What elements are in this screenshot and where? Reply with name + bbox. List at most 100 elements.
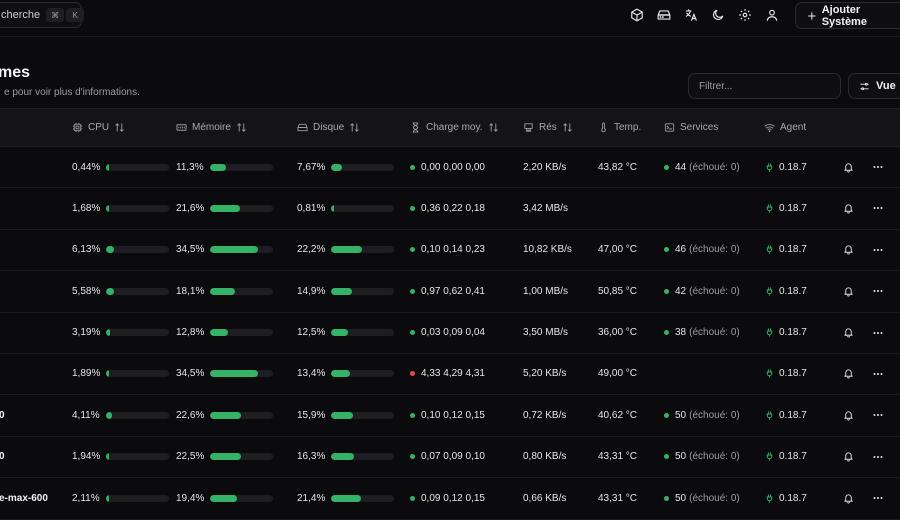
temp-value: 47,00 °C: [598, 244, 638, 256]
memory-value: 22,5%: [176, 451, 205, 463]
table-row[interactable]: 1,89% 34,5% 13,4% 4,33 4,29 4,31 5,20 KB…: [0, 354, 900, 396]
agent-version: 0.18.7: [779, 285, 807, 297]
agent-cell: 0.18.7: [765, 147, 807, 187]
more-horizontal-icon: [873, 331, 883, 334]
services-status-dot: [664, 288, 669, 294]
notifications-button[interactable]: [843, 478, 854, 518]
memory-value: 34,5%: [176, 244, 205, 256]
disk-cell: 7,67%: [297, 147, 394, 187]
agent-version: 0.18.7: [779, 202, 807, 214]
column-header-load[interactable]: Charge moy.: [410, 109, 499, 146]
column-label-agent: Agent: [780, 122, 807, 133]
cpu-bar-fill: [106, 287, 114, 295]
table-row[interactable]: 0 4,11% 22,6% 15,9% 0,10 0,12 0,15 0,72 …: [0, 395, 900, 437]
column-header-temp[interactable]: Temp.: [598, 109, 641, 146]
moon-icon[interactable]: [711, 8, 725, 22]
agent-version: 0.18.7: [779, 368, 807, 380]
memory-cell: 19,4%: [176, 478, 273, 518]
notifications-button[interactable]: [843, 395, 854, 435]
user-icon[interactable]: [765, 8, 779, 22]
memory-value: 21,6%: [176, 202, 205, 214]
plug-icon: [766, 286, 773, 296]
services-status-dot: [664, 247, 669, 253]
bell-icon: [844, 494, 853, 504]
notifications-button[interactable]: [843, 147, 854, 187]
notifications-button[interactable]: [843, 437, 854, 477]
bell-icon: [844, 245, 853, 255]
row-actions-button[interactable]: [872, 188, 884, 228]
top-icon-group: [630, 8, 779, 22]
column-header-net[interactable]: Rés: [523, 109, 573, 146]
table-header: CPU Mémoire Disque Charge moy. Rés Temp.: [0, 108, 900, 147]
column-header-services[interactable]: Services: [664, 109, 718, 146]
disk-bar: [331, 370, 394, 378]
notifications-button[interactable]: [843, 188, 854, 228]
services-cell: 38 (échoué: 0): [664, 313, 740, 353]
load-cell: 0,10 0,14 0,23: [410, 230, 485, 270]
more-horizontal-icon: [873, 455, 883, 458]
agent-cell: 0.18.7: [765, 354, 807, 394]
cpu-bar: [106, 246, 169, 254]
row-actions-button[interactable]: [872, 478, 884, 518]
column-header-memory[interactable]: Mémoire: [176, 109, 247, 146]
notifications-button[interactable]: [843, 271, 854, 311]
table-row[interactable]: 6,13% 34,5% 22,2% 0,10 0,14 0,23 10,82 K…: [0, 230, 900, 272]
notifications-button[interactable]: [843, 354, 854, 394]
row-actions-button[interactable]: [872, 313, 884, 353]
view-button[interactable]: Vue: [848, 73, 900, 99]
table-row[interactable]: 3,19% 12,8% 12,5% 0,03 0,09 0,04 3,50 MB…: [0, 313, 900, 354]
memory-value: 34,5%: [176, 368, 205, 380]
table-row[interactable]: 5,58% 18,1% 14,9% 0,97 0,62 0,41 1,00 MB…: [0, 271, 900, 313]
memory-cell: 18,1%: [176, 271, 273, 311]
agent-cell: 0.18.7: [765, 188, 807, 228]
notifications-button[interactable]: [843, 313, 854, 353]
table-body: 0,44% 11,3% 7,67% 0,00 0,00 0,00 2,20 KB…: [0, 147, 900, 520]
column-header-agent[interactable]: Agent: [764, 109, 806, 146]
search-button[interactable]: cherche ⌘ K: [0, 2, 85, 28]
cube-icon[interactable]: [630, 8, 644, 22]
row-actions-button[interactable]: [872, 271, 884, 311]
row-actions-button[interactable]: [872, 437, 884, 477]
sort-icon: [563, 123, 572, 132]
system-name[interactable]: e-max-600: [0, 492, 48, 504]
table-row[interactable]: 0 1,94% 22,5% 16,3% 0,07 0,09 0,10 0,80 …: [0, 437, 900, 479]
table-row[interactable]: e-max-600 2,11% 19,4% 21,4% 0,09 0,12 0,…: [0, 478, 900, 520]
disk-bar: [331, 453, 394, 461]
services-count: 42: [675, 285, 687, 297]
terminal-icon: [664, 123, 675, 132]
table-row[interactable]: 0,44% 11,3% 7,67% 0,00 0,00 0,00 2,20 KB…: [0, 147, 900, 189]
hard-drive-icon[interactable]: [657, 8, 671, 22]
row-actions-button[interactable]: [872, 354, 884, 394]
agent-version: 0.18.7: [779, 244, 807, 256]
cpu-bar-fill: [106, 246, 115, 254]
cpu-cell: 1,94%: [72, 437, 169, 477]
load-status-dot: [410, 247, 415, 253]
row-actions-button[interactable]: [872, 230, 884, 270]
services-count: 38: [675, 327, 687, 339]
row-actions-button[interactable]: [872, 395, 884, 435]
load-cell: 0,09 0,12 0,15: [410, 478, 485, 518]
column-label-disk: Disque: [313, 122, 345, 133]
agent-cell: 0.18.7: [765, 478, 807, 518]
add-system-button[interactable]: Ajouter Système: [795, 2, 900, 29]
cpu-cell: 5,58%: [72, 271, 169, 311]
notifications-button[interactable]: [843, 230, 854, 270]
more-horizontal-icon: [873, 207, 883, 210]
settings-icon[interactable]: [738, 8, 752, 22]
language-icon[interactable]: [684, 8, 698, 22]
system-name[interactable]: 0: [0, 409, 5, 421]
filter-input[interactable]: [688, 73, 841, 99]
column-label-temp: Temp.: [614, 122, 642, 133]
memory-bar-fill: [210, 287, 236, 295]
system-name[interactable]: 0: [0, 451, 5, 463]
column-header-cpu[interactable]: CPU: [72, 109, 125, 146]
disk-value: 16,3%: [297, 451, 326, 463]
services-failed: (échoué: 0): [689, 451, 740, 463]
table-row[interactable]: 1,68% 21,6% 0,81% 0,36 0,22 0,18 3,42 MB…: [0, 188, 900, 230]
cpu-cell: 0,44%: [72, 147, 169, 187]
cpu-bar-fill: [106, 453, 109, 461]
load-cell: 0,00 0,00 0,00: [410, 147, 485, 187]
cpu-cell: 3,19%: [72, 313, 169, 353]
row-actions-button[interactable]: [872, 147, 884, 187]
column-header-disk[interactable]: Disque: [297, 109, 360, 146]
